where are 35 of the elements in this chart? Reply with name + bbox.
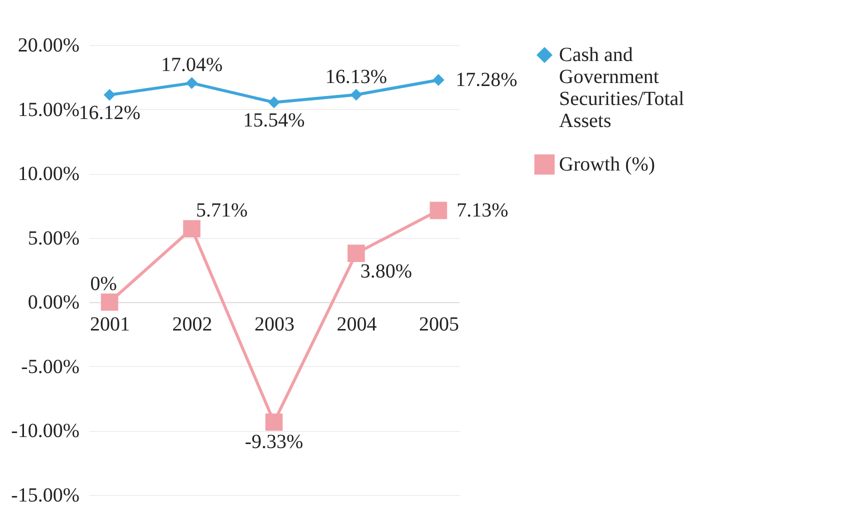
y-tick-label: 0.00%: [28, 292, 80, 314]
point: [186, 77, 198, 89]
point: [265, 413, 283, 431]
x-tick-label: 2001: [90, 314, 130, 336]
data-label: 5.71%: [196, 200, 248, 222]
data-label: 17.04%: [160, 54, 223, 76]
point: [430, 202, 448, 220]
point: [100, 293, 118, 311]
x-tick-label: 2002: [172, 314, 212, 336]
point: [350, 88, 362, 101]
point: [268, 96, 280, 108]
data-label: 16.12%: [78, 102, 140, 124]
point: [432, 74, 444, 86]
data-label: 0%: [90, 273, 117, 296]
data-label: -9.33%: [244, 431, 304, 454]
legend-label: Growth (%): [559, 154, 656, 176]
point: [348, 244, 365, 262]
data-label: 17.28%: [456, 68, 518, 91]
point: [104, 88, 116, 101]
data-label: 7.13%: [456, 199, 508, 222]
point: [183, 220, 200, 238]
data-label: 16.13%: [325, 66, 388, 88]
x-tick-label: 2003: [254, 314, 294, 336]
y-tick-label: -5.00%: [21, 356, 80, 378]
y-tick-label: 5.00%: [28, 227, 80, 250]
y-tick-label: 20.00%: [18, 34, 80, 56]
x-tick-label: 2005: [418, 314, 459, 336]
data-label: 3.80%: [360, 260, 412, 282]
y-tick-label: 15.00%: [18, 98, 80, 121]
y-tick-label: -15.00%: [11, 484, 80, 506]
x-tick-label: 2004: [336, 314, 377, 336]
y-tick-label: 10.00%: [18, 163, 80, 186]
data-label: 15.54%: [243, 109, 305, 132]
y-tick-label: -10.00%: [11, 420, 80, 442]
legend-label: Cash and Government Securities/Total Assets: [559, 44, 685, 132]
